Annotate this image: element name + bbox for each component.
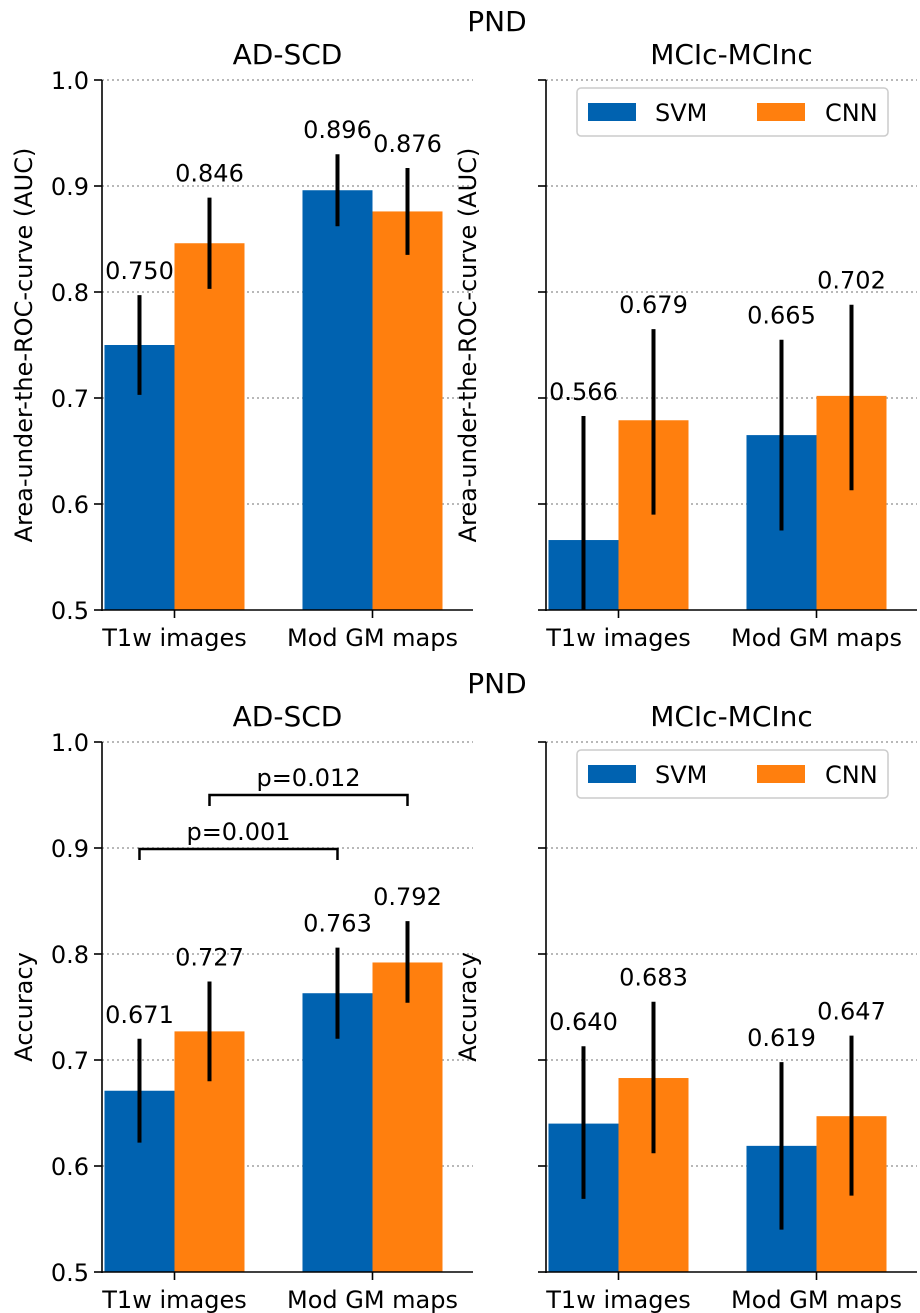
y-tick-label: 0.9	[51, 173, 89, 201]
row1-title: PND	[467, 5, 526, 38]
legend-label-svm: SVM	[655, 761, 707, 789]
panel-title: MCIc-MCInc	[650, 700, 813, 733]
x-tick-label: T1w images	[545, 624, 690, 652]
y-tick-label: 1.0	[51, 729, 89, 757]
data-label: 0.750	[105, 257, 174, 285]
legend-swatch-cnn	[757, 765, 805, 783]
significance-bracket	[208, 793, 409, 806]
x-tick-label: Mod GM maps	[287, 1286, 458, 1313]
panel-title: AD-SCD	[233, 700, 343, 733]
data-label: 0.846	[175, 160, 244, 188]
bar-svm	[302, 993, 373, 1272]
panel-title: MCIc-MCInc	[650, 38, 813, 71]
data-label: 0.647	[817, 998, 886, 1026]
bar-cnn	[372, 962, 443, 1272]
data-label: 0.619	[747, 1024, 816, 1052]
x-tick-label: Mod GM maps	[731, 624, 902, 652]
y-tick-label: 0.7	[51, 385, 89, 413]
data-label: 0.763	[303, 910, 372, 938]
panel-accuracy-mcic-mcinc: 0.640 0.619 0.683 0.647 T1w images Mod GM map…	[454, 700, 917, 1313]
data-label: 0.876	[373, 130, 442, 158]
y-tick-label: 0.6	[51, 491, 89, 519]
legend-swatch-svm	[588, 103, 636, 121]
bar-cnn	[174, 243, 245, 611]
data-label: 0.671	[105, 1001, 174, 1029]
legend-box	[576, 749, 889, 799]
bar-svm	[302, 190, 373, 611]
legend-label-svm: SVM	[655, 99, 707, 127]
y-tick-label: 0.8	[51, 941, 89, 969]
legend-swatch-svm	[588, 765, 636, 783]
data-label: 0.792	[373, 883, 442, 911]
y-tick-label: 0.6	[51, 1153, 89, 1181]
significance-label: p=0.012	[256, 764, 360, 792]
y-tick-label: 0.5	[51, 1259, 89, 1287]
x-tick-label: Mod GM maps	[731, 1286, 902, 1313]
panel-accuracy-ad-scd: 0.5 0.6 0.7 0.8 0.9 1.0 0.671 0.763 0.727 0.792 T1…	[10, 700, 473, 1313]
data-label: 0.640	[549, 1008, 618, 1036]
data-label: 0.727	[175, 944, 244, 972]
data-label: 0.665	[747, 302, 816, 330]
x-tick-label: T1w images	[545, 1286, 690, 1313]
bar-cnn	[372, 211, 443, 610]
y-tick-label: 1.0	[51, 67, 89, 95]
y-tick-label: 0.7	[51, 1047, 89, 1075]
x-tick-label: T1w images	[101, 624, 246, 652]
x-tick-label: Mod GM maps	[287, 624, 458, 652]
data-label: 0.896	[303, 116, 372, 144]
significance-bracket	[138, 847, 339, 861]
panel-title: AD-SCD	[233, 38, 343, 71]
y-axis-label: Area-under-the-ROC-curve (AUC)	[454, 148, 482, 543]
y-axis-label: Accuracy	[454, 952, 482, 1062]
y-tick-label: 0.8	[51, 279, 89, 307]
legend-label-cnn: CNN	[825, 99, 878, 127]
legend-box	[576, 87, 889, 137]
legend-label-cnn: CNN	[825, 761, 878, 789]
y-tick-label: 0.9	[51, 835, 89, 863]
row2-title: PND	[467, 667, 526, 700]
legend-swatch-cnn	[757, 103, 805, 121]
data-label: 0.702	[817, 267, 886, 295]
panel-auc-ad-scd: 0.5 0.6 0.7 0.8 0.9 1.0 0.750 0.896 0.846 0.876 T1…	[10, 38, 473, 652]
x-tick-label: T1w images	[101, 1286, 246, 1313]
y-tick-label: 0.5	[51, 597, 89, 625]
legend: SVM CNN	[576, 87, 889, 137]
data-label: 0.679	[619, 291, 688, 319]
y-axis-label: Accuracy	[10, 952, 38, 1062]
panel-auc-mcic-mcinc: 0.566 0.665 0.679 0.702 T1w images Mod GM map…	[454, 38, 917, 652]
legend: SVM CNN	[576, 749, 889, 799]
y-axis-label: Area-under-the-ROC-curve (AUC)	[10, 148, 38, 543]
data-label: 0.683	[619, 964, 688, 992]
data-label: 0.566	[549, 378, 618, 406]
significance-label: p=0.001	[186, 818, 290, 846]
